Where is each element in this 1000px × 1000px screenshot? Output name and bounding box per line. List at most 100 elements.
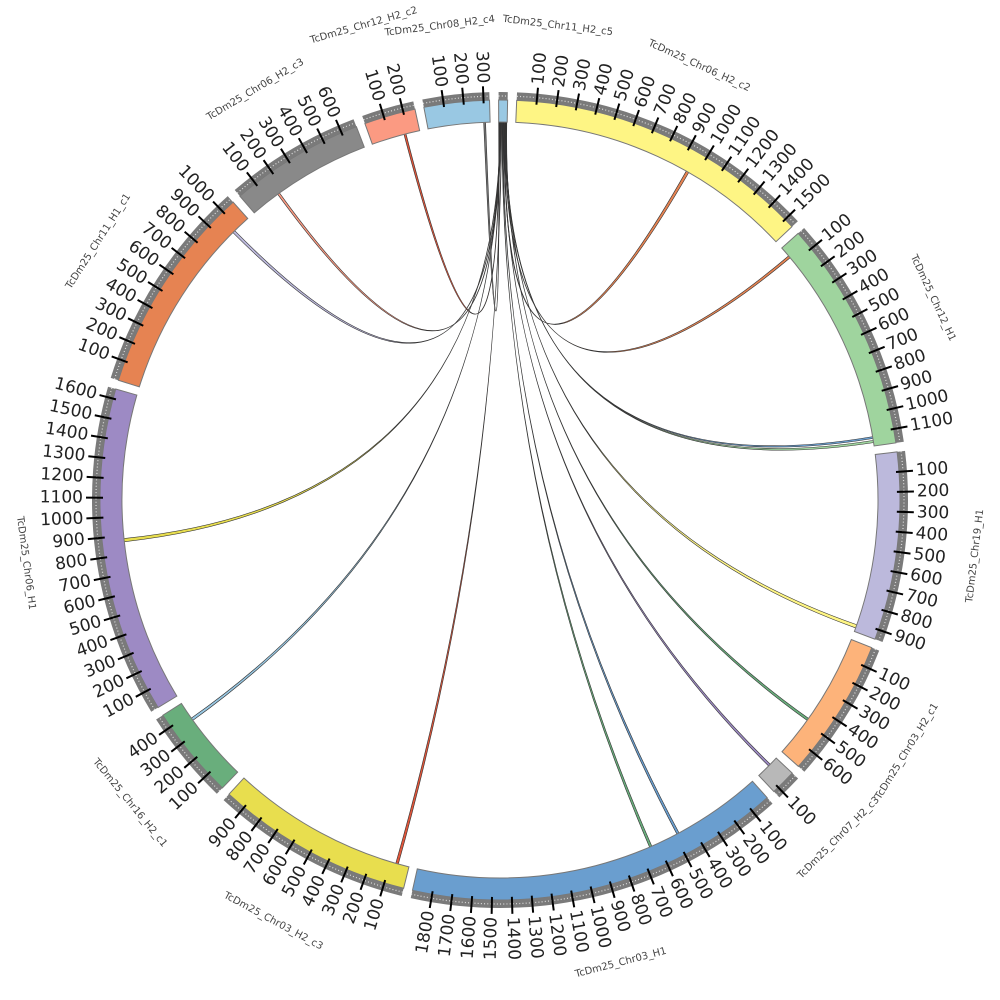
major-tick xyxy=(704,144,715,161)
ideogram-2 xyxy=(781,232,897,447)
major-tick xyxy=(820,732,836,745)
major-tick xyxy=(682,851,693,868)
minor-ticks-2 xyxy=(800,230,901,443)
major-tick xyxy=(589,886,596,904)
major-tick xyxy=(158,263,174,276)
major-tick xyxy=(875,365,893,373)
minor-ticks-7 xyxy=(225,796,403,893)
ideogram-1 xyxy=(515,99,793,243)
ideogram-3 xyxy=(853,451,901,640)
minor-ticks-8 xyxy=(158,717,221,792)
minor-tick-band-9 xyxy=(92,386,159,712)
major-tick xyxy=(555,90,560,108)
major-tick xyxy=(851,681,869,692)
major-tick xyxy=(378,103,386,121)
chromosome-name: TcDm25_Chr11_H2_c5 xyxy=(501,14,613,38)
tick-label: 1300 xyxy=(523,915,546,960)
major-tick xyxy=(895,469,914,473)
major-tick xyxy=(782,208,796,223)
minor-tick-band-3 xyxy=(875,450,908,642)
tick-label: 300 xyxy=(917,502,950,523)
major-tick xyxy=(171,247,186,260)
major-tick xyxy=(749,807,762,823)
major-tick xyxy=(481,86,485,104)
major-tick xyxy=(170,740,186,753)
major-tick xyxy=(90,434,108,440)
major-tick xyxy=(808,748,823,761)
minor-tick-band-7 xyxy=(223,794,404,896)
major-tick xyxy=(103,614,121,622)
major-tick xyxy=(117,651,134,661)
links-layer xyxy=(123,121,874,865)
tick-label: 1100 xyxy=(40,487,83,507)
major-tick xyxy=(428,891,434,909)
major-tick xyxy=(262,159,275,175)
major-tick xyxy=(99,394,117,401)
major-tick xyxy=(359,873,368,891)
major-tick xyxy=(574,93,581,111)
major-tick xyxy=(147,281,164,292)
tick-label: 100 xyxy=(427,54,451,89)
major-tick xyxy=(440,89,446,108)
major-tick xyxy=(197,215,212,229)
tick-label: 800 xyxy=(54,550,89,574)
major-tick xyxy=(717,831,729,847)
tick-label: 1400 xyxy=(502,917,523,961)
major-tick xyxy=(535,87,539,105)
major-tick xyxy=(280,148,291,164)
link-9 xyxy=(395,121,503,865)
minor-ticks-6 xyxy=(411,800,771,905)
minor-ticks-9 xyxy=(95,387,156,710)
major-tick xyxy=(449,894,454,912)
tick-label: 1200 xyxy=(544,912,569,957)
major-tick xyxy=(890,570,908,576)
major-tick xyxy=(90,556,108,561)
major-tick xyxy=(860,663,878,673)
chromosome-name: TcDm25_Chr19_H1 xyxy=(964,509,986,605)
major-tick xyxy=(94,414,112,420)
major-tick xyxy=(752,180,766,196)
ideogram-0 xyxy=(498,99,509,123)
ideogram-12 xyxy=(364,108,421,145)
major-tick xyxy=(86,516,104,520)
major-tick xyxy=(98,595,116,602)
tick-label: 200 xyxy=(449,52,472,86)
minor-ticks-4 xyxy=(800,648,877,770)
major-tick xyxy=(893,550,911,555)
ideogram-7 xyxy=(228,777,410,889)
tick-label: 900 xyxy=(52,529,86,552)
major-tick xyxy=(808,239,823,252)
ideogram-13 xyxy=(423,99,491,130)
major-tick xyxy=(820,255,836,268)
minor-tick-band-13 xyxy=(422,92,490,108)
major-tick xyxy=(87,536,105,541)
tick-label: 100 xyxy=(528,52,551,86)
minor-tick-band-8 xyxy=(156,715,223,794)
major-tick xyxy=(212,200,226,215)
major-tick xyxy=(158,724,174,736)
major-tick xyxy=(664,860,674,877)
major-tick xyxy=(890,425,908,431)
minor-ticks-13 xyxy=(422,95,490,104)
ticks-layer: 1002003004005006007008009001000110012001… xyxy=(40,51,955,961)
major-tick xyxy=(297,137,308,154)
major-tick xyxy=(775,784,789,799)
major-tick xyxy=(613,103,621,121)
tick-label: 1600 xyxy=(458,915,481,960)
tick-label: 500 xyxy=(912,544,947,568)
major-tick xyxy=(469,895,474,914)
minor-tick-band-0 xyxy=(498,91,508,101)
major-tick xyxy=(767,194,781,209)
major-tick xyxy=(137,299,153,310)
tick-label: 100 xyxy=(783,793,820,830)
major-tick xyxy=(267,828,279,844)
major-tick xyxy=(530,895,535,913)
major-tick xyxy=(250,816,263,832)
tick-label: 1000 xyxy=(40,509,84,531)
major-tick xyxy=(700,841,711,858)
tick-label: 1300 xyxy=(41,441,86,465)
major-tick xyxy=(316,128,326,145)
link-15 xyxy=(483,121,500,312)
major-tick xyxy=(183,756,198,769)
major-tick xyxy=(302,849,313,866)
